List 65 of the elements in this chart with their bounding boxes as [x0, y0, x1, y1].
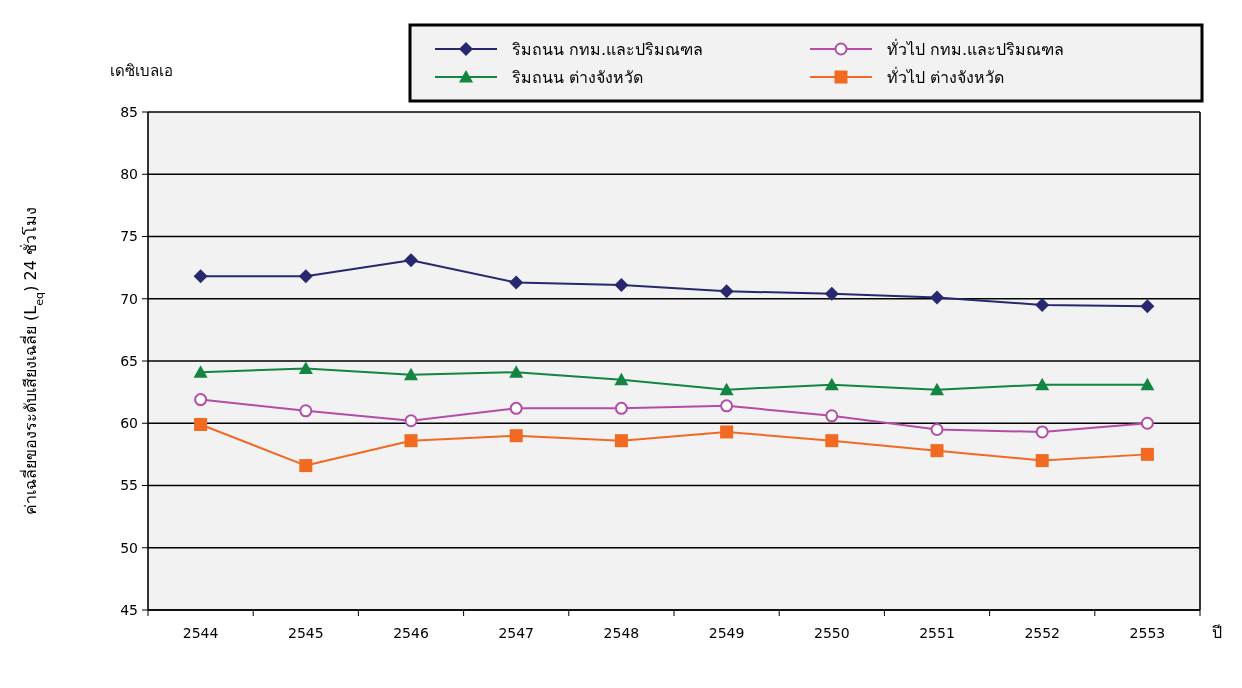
point — [193, 269, 208, 284]
x-tick-label: 2549 — [708, 625, 745, 641]
legend-label: ทั่วไป ต่างจังหวัด — [887, 65, 1005, 87]
y-tick-label: 50 — [120, 539, 138, 556]
point — [825, 434, 839, 448]
y-tick-label: 60 — [120, 415, 138, 432]
point — [825, 409, 839, 423]
point — [509, 401, 523, 415]
point — [1140, 377, 1155, 391]
x-tick-label: 2552 — [1024, 625, 1061, 641]
point — [1140, 447, 1154, 461]
legend-label: ทั่วไป กทม.และปริมณฑล — [887, 37, 1065, 59]
point — [1035, 454, 1049, 468]
point — [509, 429, 523, 443]
point — [299, 404, 313, 418]
point — [509, 275, 524, 290]
x-tick-label: 2547 — [498, 625, 535, 641]
point — [1035, 377, 1050, 391]
y-tick-label: 80 — [120, 166, 138, 183]
point — [720, 399, 734, 413]
point — [930, 444, 944, 458]
legend-label: ริมถนน กทม.และปริมณฑล — [512, 39, 704, 59]
y-tick-label: 70 — [120, 290, 138, 307]
point — [930, 382, 944, 396]
y-tick-label: 45 — [120, 601, 138, 618]
x-tick-label: 2553 — [1129, 625, 1166, 641]
point — [404, 434, 418, 448]
point — [614, 372, 629, 386]
point — [614, 434, 628, 448]
x-tick-label: 2548 — [603, 625, 640, 641]
point — [509, 365, 524, 378]
point — [719, 284, 734, 299]
point — [298, 361, 313, 375]
y-tick-label: 65 — [120, 352, 138, 369]
legend-label: ริมถนน ต่างจังหวัด — [512, 67, 644, 87]
point — [298, 269, 313, 284]
x-tick-label: 2544 — [182, 625, 219, 641]
y-tick-label: 55 — [120, 477, 138, 494]
point — [1140, 416, 1154, 430]
point — [1140, 299, 1155, 314]
x-tick-label: 2550 — [813, 625, 850, 641]
point — [1035, 297, 1050, 312]
x-tick-label: 2551 — [919, 625, 955, 641]
point — [720, 425, 734, 439]
x-tick-label: 2546 — [393, 625, 429, 641]
point — [404, 414, 418, 428]
text: เดซิเบลเอ — [110, 62, 173, 80]
point — [193, 365, 208, 378]
point — [404, 253, 418, 268]
point — [930, 422, 944, 436]
point — [194, 418, 208, 431]
x-axis-title: ปี — [1212, 623, 1222, 642]
x-tick-label: 2545 — [287, 625, 324, 641]
point — [299, 459, 313, 473]
point — [614, 401, 628, 415]
y-tick-label: 85 — [120, 103, 138, 120]
point — [1035, 425, 1049, 439]
point — [824, 286, 839, 301]
point — [404, 367, 418, 381]
point — [194, 393, 208, 407]
point — [719, 382, 734, 396]
point — [614, 278, 629, 293]
point — [930, 290, 944, 305]
point — [824, 377, 839, 391]
y-tick-label: 75 — [120, 228, 138, 245]
